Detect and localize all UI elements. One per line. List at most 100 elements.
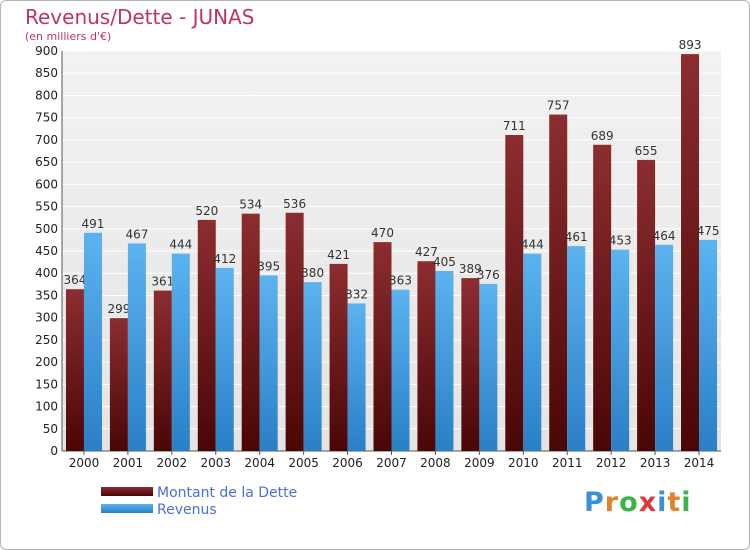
chart-title: Revenus/Dette - JUNAS — [25, 5, 255, 29]
value-label-revenus: 332 — [345, 287, 368, 301]
y-tick-label: 350 — [35, 288, 58, 302]
value-label-dette: 361 — [151, 275, 174, 289]
y-tick-label: 700 — [35, 133, 58, 147]
value-label-revenus: 363 — [389, 274, 412, 288]
value-label-revenus: 461 — [565, 230, 588, 244]
y-tick-label: 150 — [35, 377, 58, 391]
value-label-dette: 470 — [371, 226, 394, 240]
logo-letter: x — [638, 487, 658, 518]
y-tick-label: 900 — [35, 44, 58, 58]
bar-revenus — [215, 267, 234, 451]
bar-dette — [65, 289, 84, 451]
value-label-dette: 655 — [635, 144, 658, 158]
value-label-revenus: 491 — [82, 217, 105, 231]
bar-revenus — [347, 303, 366, 451]
x-tick-label: 2012 — [596, 456, 627, 470]
x-tick-label: 2000 — [69, 456, 100, 470]
bar-dette — [285, 212, 304, 451]
y-tick-label: 650 — [35, 155, 58, 169]
proxiti-logo: Proxiti — [584, 487, 692, 518]
bar-revenus — [391, 289, 410, 451]
x-tick-label: 2011 — [552, 456, 583, 470]
y-tick-label: 400 — [35, 266, 58, 280]
value-label-dette: 689 — [591, 129, 614, 143]
y-tick-label: 550 — [35, 200, 58, 214]
value-label-dette: 421 — [327, 248, 350, 262]
x-tick-label: 2006 — [332, 456, 363, 470]
y-tick-label: 0 — [50, 444, 58, 458]
x-tick-label: 2008 — [420, 456, 451, 470]
value-label-dette: 757 — [547, 99, 570, 113]
legend-label-dette: Montant de la Dette — [157, 485, 298, 501]
y-tick-label: 200 — [35, 355, 58, 369]
y-tick-label: 50 — [43, 422, 58, 436]
logo-letter: r — [604, 487, 620, 518]
x-tick-label: 2007 — [376, 456, 407, 470]
bar-dette — [549, 114, 568, 452]
value-label-dette: 299 — [107, 302, 130, 316]
x-tick-label: 2002 — [157, 456, 188, 470]
bar-revenus — [655, 244, 674, 451]
y-tick-label: 450 — [35, 244, 58, 258]
bar-revenus — [171, 253, 190, 451]
value-label-revenus: 405 — [433, 255, 456, 269]
value-label-dette: 364 — [64, 273, 87, 287]
value-label-revenus: 412 — [213, 252, 236, 266]
value-label-dette: 534 — [239, 198, 262, 212]
value-label-revenus: 444 — [169, 238, 192, 252]
bar-revenus — [611, 249, 630, 451]
bar-revenus — [435, 271, 454, 451]
logo-letter: i — [657, 487, 668, 518]
value-label-revenus: 464 — [653, 229, 676, 243]
bar-revenus — [83, 232, 102, 451]
bar-dette — [329, 263, 348, 451]
value-label-revenus: 453 — [609, 234, 632, 248]
bar-dette — [197, 219, 216, 451]
bar-revenus — [479, 283, 498, 451]
bar-revenus — [523, 253, 542, 451]
legend-swatch-revenus — [101, 504, 153, 513]
value-label-revenus: 376 — [477, 268, 500, 282]
y-tick-label: 750 — [35, 111, 58, 125]
logo-letter: P — [584, 487, 605, 518]
x-tick-label: 2014 — [684, 456, 715, 470]
value-label-dette: 893 — [679, 38, 702, 52]
value-label-dette: 536 — [283, 197, 306, 211]
logo-letter: o — [619, 487, 639, 518]
x-tick-label: 2010 — [508, 456, 539, 470]
bar-dette — [681, 54, 700, 451]
value-label-dette: 389 — [459, 262, 482, 276]
logo-letter: i — [681, 487, 692, 518]
y-tick-label: 500 — [35, 222, 58, 236]
chart-subtitle: (en milliers d'€) — [25, 30, 112, 43]
bar-revenus — [699, 239, 718, 451]
value-label-dette: 427 — [415, 245, 438, 259]
x-tick-label: 2013 — [640, 456, 671, 470]
value-label-revenus: 444 — [521, 238, 544, 252]
bar-dette — [417, 261, 436, 451]
bar-dette — [241, 213, 260, 451]
bar-dette — [505, 135, 524, 451]
bar-revenus — [303, 282, 322, 451]
bar-revenus — [127, 243, 146, 451]
value-label-revenus: 395 — [257, 259, 280, 273]
y-tick-label: 250 — [35, 333, 58, 347]
bar-dette — [461, 278, 480, 451]
bar-dette — [153, 290, 172, 451]
bar-dette — [109, 318, 128, 451]
y-tick-label: 800 — [35, 88, 58, 102]
value-label-revenus: 467 — [125, 227, 148, 241]
value-label-dette: 520 — [195, 204, 218, 218]
value-label-dette: 711 — [503, 119, 526, 133]
x-tick-label: 2004 — [244, 456, 275, 470]
value-label-revenus: 475 — [697, 224, 720, 238]
x-tick-label: 2001 — [113, 456, 144, 470]
y-tick-label: 300 — [35, 311, 58, 325]
y-tick-label: 850 — [35, 66, 58, 80]
legend-swatch-dette — [101, 487, 153, 496]
logo-letter: t — [667, 487, 682, 518]
x-tick-label: 2005 — [288, 456, 319, 470]
bar-dette — [637, 159, 656, 451]
